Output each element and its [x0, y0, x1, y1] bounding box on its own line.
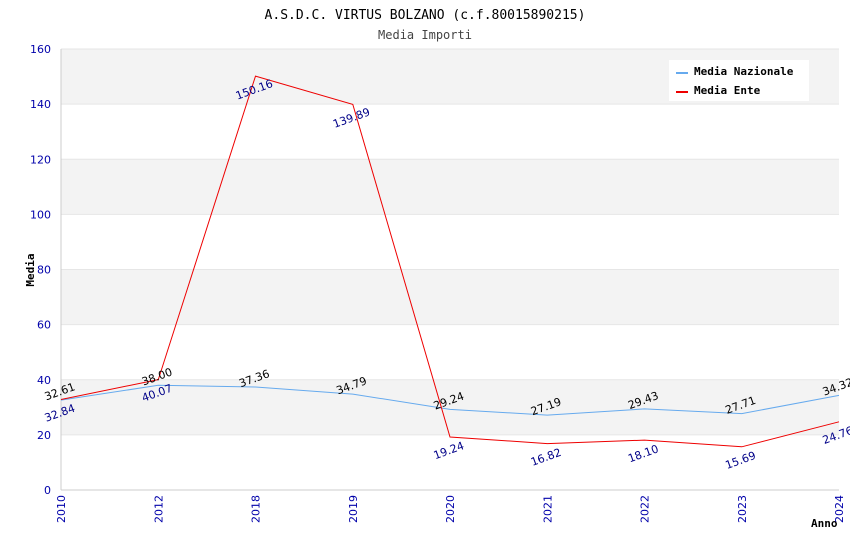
axes	[60, 49, 839, 491]
grid-band	[61, 269, 839, 325]
y-tick-label: 120	[30, 153, 51, 166]
legend-label-media-nazionale: Media Nazionale	[694, 65, 794, 78]
x-tick-label: 2022	[639, 495, 652, 523]
x-tick-label: 2024	[833, 495, 846, 523]
series-line	[60, 75, 840, 448]
grid-band	[61, 324, 839, 380]
y-tick-label: 100	[30, 208, 51, 221]
series-lines	[60, 75, 840, 448]
grid-band	[61, 379, 839, 435]
chart-title: A.S.D.C. VIRTUS BOLZANO (c.f.80015890215…	[265, 8, 586, 23]
y-tick-label: 140	[30, 98, 51, 111]
y-axis-ticks: 0 20 40 60 80 100 120 140 160	[30, 43, 51, 497]
grid-band	[61, 104, 839, 160]
grid-band	[61, 214, 839, 270]
series-line	[60, 384, 840, 416]
grid-band	[61, 434, 839, 490]
y-tick-label: 0	[44, 484, 51, 497]
legend: Media Nazionale Media Ente	[669, 60, 809, 101]
y-tick-label: 40	[37, 374, 51, 387]
y-tick-label: 160	[30, 43, 51, 56]
y-tick-label: 20	[37, 429, 51, 442]
x-tick-label: 2021	[541, 495, 554, 523]
x-tick-label: 2020	[444, 495, 457, 523]
y-tick-label: 80	[37, 264, 51, 277]
grid-band	[61, 159, 839, 215]
x-tick-label: 2018	[250, 495, 263, 523]
legend-box	[669, 60, 809, 101]
chart-subtitle: Media Importi	[378, 28, 472, 42]
x-axis-ticks: 2010 2012 2018 2019 2020 2021 2022 2023 2024	[55, 495, 846, 523]
x-tick-label: 2012	[152, 495, 165, 523]
x-axis-label: Anno	[811, 517, 838, 530]
x-tick-label: 2019	[347, 495, 360, 523]
x-tick-label: 2010	[55, 495, 68, 523]
legend-label-media-ente: Media Ente	[694, 84, 761, 97]
y-tick-label: 60	[37, 319, 51, 332]
grid-bands	[61, 48, 839, 491]
x-tick-label: 2023	[736, 495, 749, 523]
y-axis-label: Media	[24, 253, 37, 286]
